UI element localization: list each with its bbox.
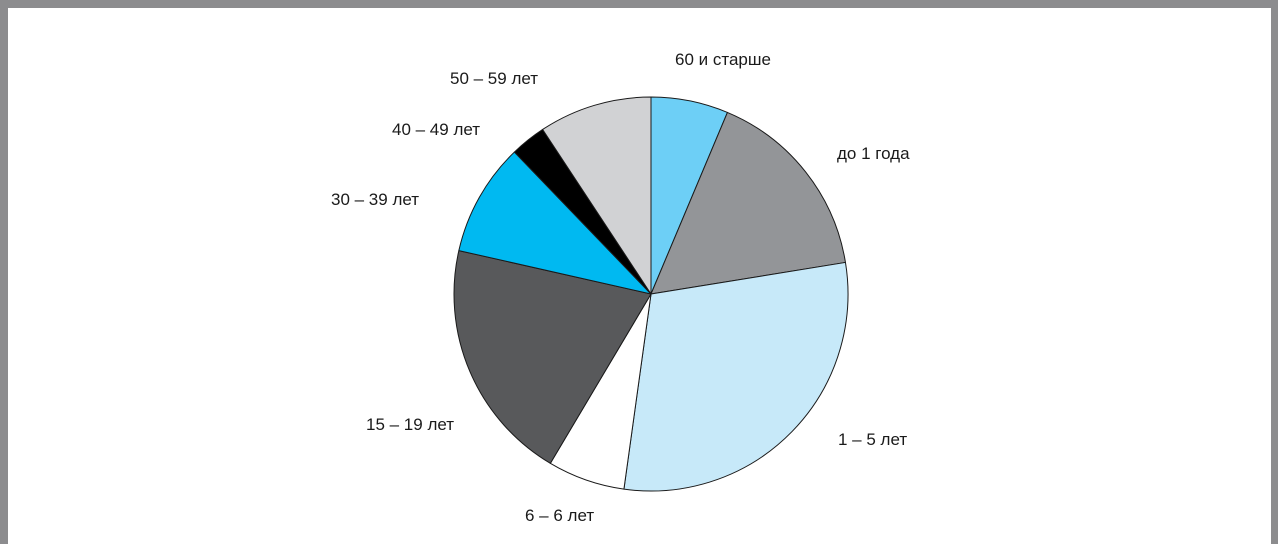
pie-slices — [453, 96, 849, 492]
slice-label-6-6: 6 – 6 лет — [525, 506, 594, 525]
pie-slice-4 — [453, 250, 652, 464]
pie-slice-7 — [542, 96, 652, 295]
slice-label-30-39: 30 – 39 лет — [331, 190, 419, 209]
pie-slice-1 — [650, 111, 846, 295]
slice-label-under-1: до 1 года — [837, 144, 910, 163]
slice-label-1-5: 1 – 5 лет — [838, 430, 907, 449]
slice-label-40-49: 40 – 49 лет — [392, 120, 480, 139]
pie-slice-5 — [458, 151, 652, 295]
slice-label-60-plus: 60 и старше — [675, 50, 771, 69]
pie-slice-2 — [623, 261, 849, 492]
slice-label-15-19: 15 – 19 лет — [366, 415, 454, 434]
slice-label-50-59: 50 – 59 лет — [450, 69, 538, 88]
pie-labels: 60 и старше до 1 года 1 – 5 лет 6 – 6 ле… — [331, 50, 910, 525]
